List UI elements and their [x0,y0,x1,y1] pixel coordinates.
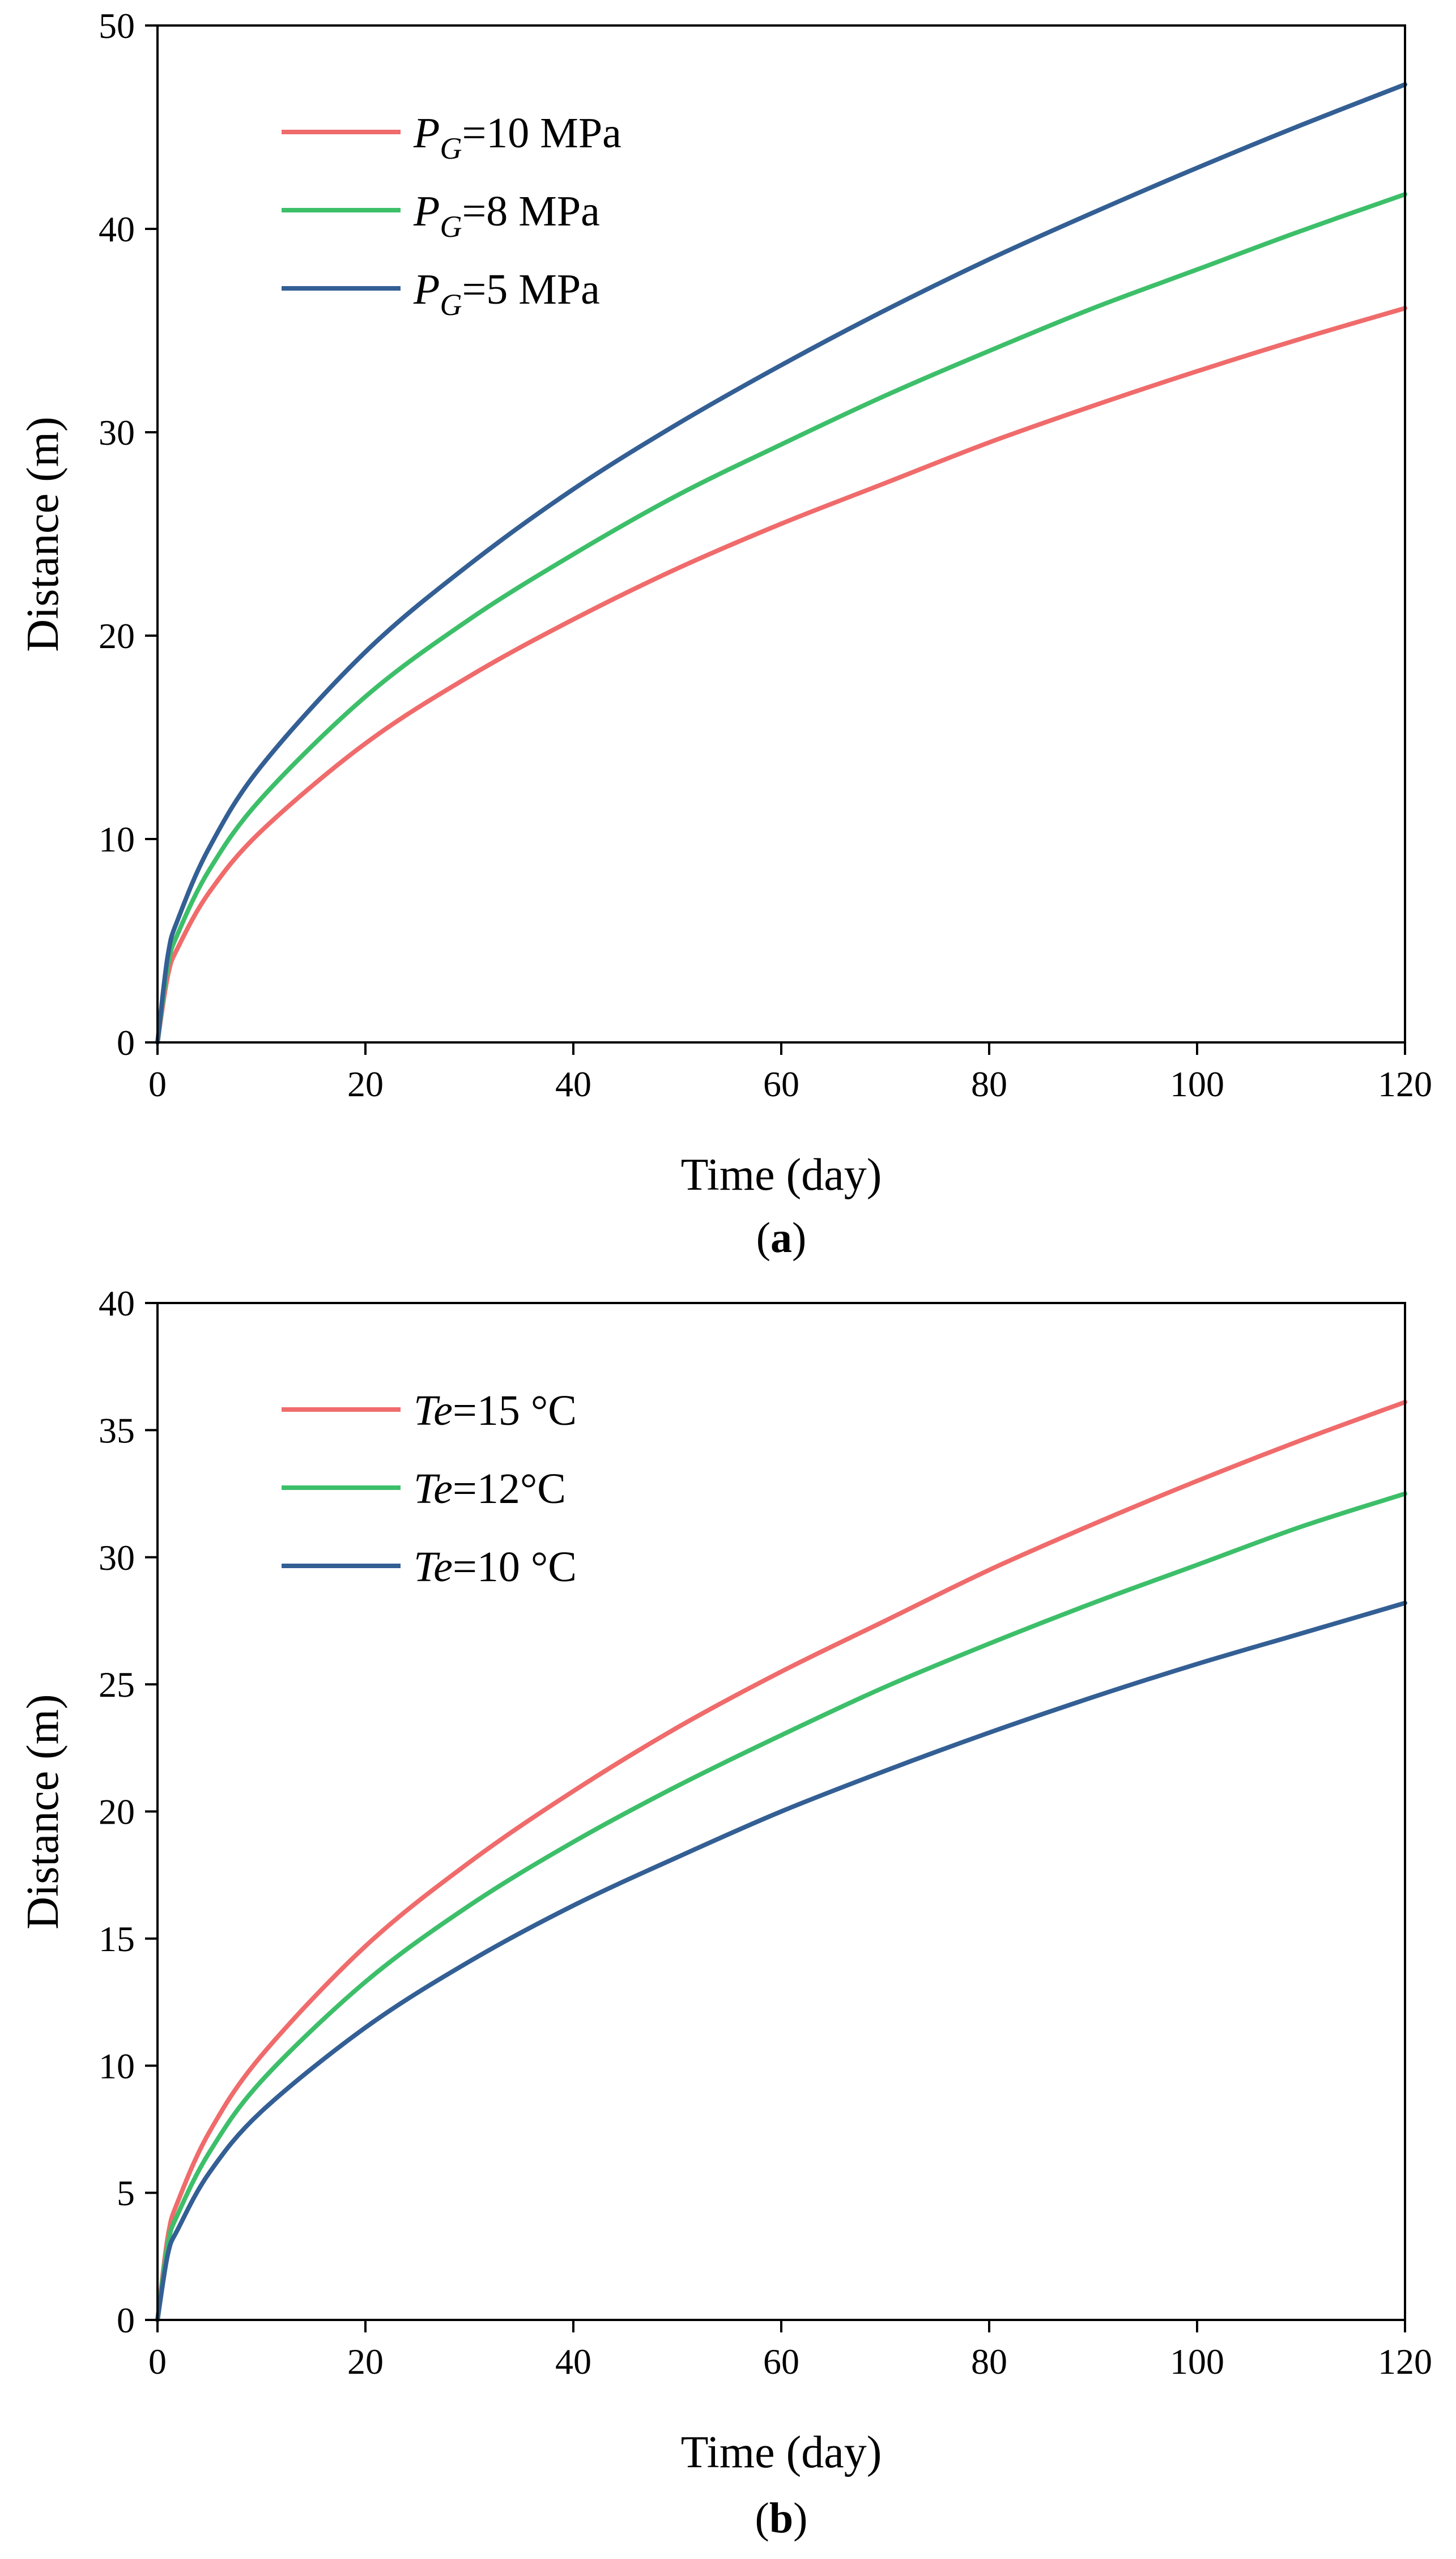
x-tick-label: 60 [763,1064,799,1104]
panel-label-open: ( [755,2494,769,2542]
x-tick-label: 100 [1170,2341,1224,2382]
legend-label-2: Te=12°C [414,1465,566,1513]
legend-subscript: G [440,131,462,165]
panel-label-open: ( [756,1214,770,1262]
panel-label-close: ) [793,2494,807,2542]
legend-italic-part: P [413,266,440,313]
series-line-3 [155,82,1407,1045]
x-tick-label: 100 [1170,1064,1224,1104]
y-axis-label: Distance (m) [18,416,68,652]
series-line-1 [155,1400,1407,2322]
plot-frame [156,24,1406,1044]
legend-subscript: G [440,210,462,244]
legend-label-1: Te=15 °C [414,1387,577,1434]
y-tick-label: 0 [117,1023,135,1063]
series-line-1 [155,306,1407,1045]
x-tick-label: 40 [555,2341,591,2382]
x-axis-label: Time (day) [681,1150,882,1200]
panel-b: 0 20 40 60 80 100 120 0 5 10 15 20 25 30 35 40 Time (day… [18,1283,1432,2542]
x-tick-label: 120 [1378,1064,1432,1104]
y-tick-label: 40 [99,209,135,249]
y-tick-label: 15 [99,1919,135,1959]
x-tick-label: 40 [555,1064,591,1104]
y-tick-label: 25 [99,1664,135,1705]
legend-rest: =8 MPa [462,188,599,235]
y-tick-label: 5 [117,2173,135,2213]
legend-rest: =12°C [453,1465,566,1513]
legend-italic-part: Te [414,1465,453,1513]
legend-label-2: PG=8 MPa [413,188,600,244]
series-line-2 [155,1491,1407,2322]
legend-italic-part: P [413,109,440,157]
legend-italic-part: Te [414,1387,453,1434]
legend-rest: =5 MPa [462,266,599,313]
legend-label-1: PG=10 MPa [413,109,621,165]
legend-rest: =10 °C [453,1543,577,1591]
x-tick-label: 80 [971,2341,1007,2382]
y-tick-label: 35 [99,1410,135,1450]
legend-label-3: PG=5 MPa [413,266,600,322]
y-tick-label: 10 [99,2046,135,2086]
panel-label: (a) [756,1214,807,1262]
x-tick-label: 20 [347,1064,384,1104]
y-tick-label: 30 [99,412,135,453]
x-tick-label: 0 [148,1064,167,1104]
panel-label-letter: a [770,1214,792,1262]
series-line-2 [155,192,1407,1045]
series-line-3 [155,1600,1407,2322]
panel-label-letter: b [769,2494,793,2542]
y-axis-label: Distance (m) [18,1694,68,1929]
x-tick-label: 120 [1378,2341,1432,2382]
y-tick-label: 20 [99,616,135,656]
legend-rest: =10 MPa [462,109,621,157]
y-tick-label: 50 [99,6,135,46]
y-tick-label: 30 [99,1538,135,1578]
legend-subscript: G [440,288,462,322]
y-tick-label: 10 [99,819,135,859]
panel-label-close: ) [792,1214,806,1262]
legend-rest: =15 °C [453,1387,577,1434]
y-tick-label: 40 [99,1283,135,1323]
x-axis-label: Time (day) [681,2428,882,2477]
y-tick-label: 20 [99,1792,135,1832]
legend-italic-part: P [413,188,440,235]
x-tick-label: 0 [148,2341,167,2382]
panel-label: (b) [755,2494,808,2542]
x-tick-label: 80 [971,1064,1007,1104]
legend-italic-part: Te [414,1543,453,1591]
y-tick-label: 0 [117,2300,135,2340]
panel-a: 0 20 40 60 80 100 120 0 10 20 30 40 50 Time (day) Dist… [18,6,1432,1262]
x-tick-label: 20 [347,2341,384,2382]
x-tick-label: 60 [763,2341,799,2382]
legend-label-3: Te=10 °C [414,1543,577,1591]
